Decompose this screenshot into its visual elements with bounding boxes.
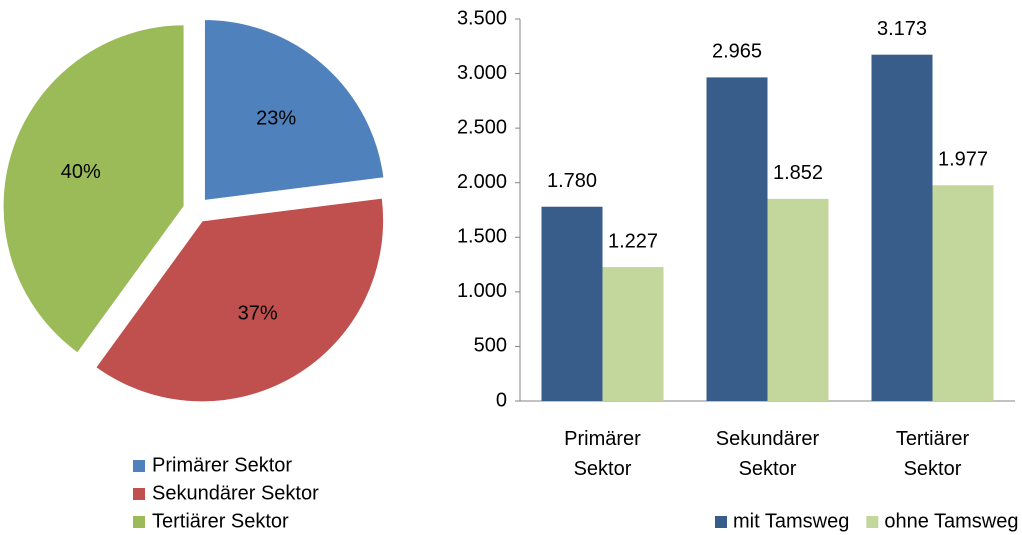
y-tick-label: 1.500 — [457, 226, 507, 248]
x-tick-label: Sekundärer Sektor — [716, 428, 820, 480]
bar-value-label: 1.977 — [938, 149, 988, 171]
slice-label: 40% — [61, 161, 101, 183]
bar — [871, 54, 933, 402]
pie-slice — [93, 196, 386, 404]
legend-swatch — [715, 516, 727, 528]
y-tick-label: 0 — [496, 389, 507, 411]
bar — [541, 206, 603, 401]
bar — [706, 77, 768, 402]
slice-label: 23% — [256, 107, 296, 129]
bar-value-label: 1.227 — [608, 230, 658, 252]
y-tick-label: 1.000 — [457, 280, 507, 302]
y-tick-label: 2.500 — [457, 116, 507, 138]
bar-value-label: 1.852 — [773, 162, 823, 184]
pie-slice — [202, 17, 386, 203]
legend-swatch — [133, 488, 145, 500]
legend-label: Primärer Sektor — [152, 454, 292, 476]
slice-label: 37% — [238, 303, 278, 325]
y-tick-label: 3.000 — [457, 62, 507, 84]
legend-swatch — [133, 516, 145, 528]
legend-label: mit Tamsweg — [733, 510, 849, 532]
bar — [767, 198, 829, 401]
legend-swatch — [866, 516, 879, 528]
bar-value-label: 2.965 — [712, 41, 762, 63]
x-tick-label: Primärer Sektor — [564, 428, 641, 480]
pie-slice — [1, 23, 186, 355]
bar — [602, 267, 664, 401]
legend-label: Tertiärer Sektor — [152, 510, 289, 532]
x-tick-label: Tertiärer Sektor — [896, 428, 970, 480]
legend-label: Sekundärer Sektor — [152, 482, 319, 504]
y-tick-label: 2.000 — [457, 171, 507, 193]
bar-value-label: 3.173 — [877, 18, 927, 40]
y-tick-label: 3.500 — [457, 7, 507, 29]
bar — [932, 185, 994, 401]
legend-label: ohne Tamsweg — [884, 510, 1018, 532]
y-tick-label: 500 — [474, 335, 507, 357]
legend-swatch — [133, 460, 145, 472]
bar-value-label: 1.780 — [547, 170, 597, 192]
